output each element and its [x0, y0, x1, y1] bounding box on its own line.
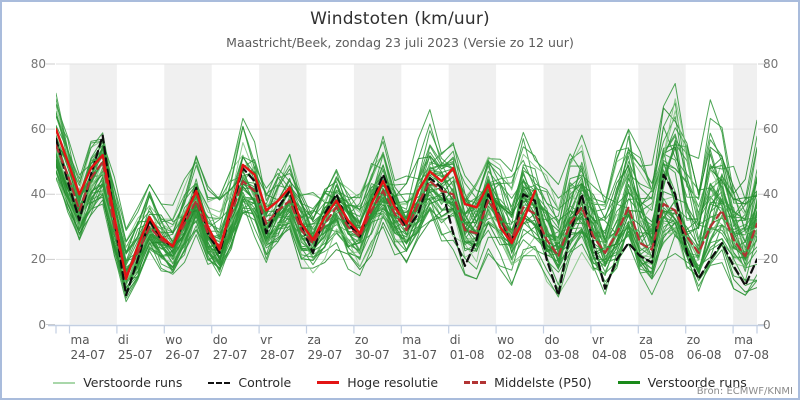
x-day-label: do 03-08 — [545, 333, 580, 363]
y-tick-label-right: 20 — [763, 252, 779, 267]
day-abbrev: zo — [686, 333, 701, 347]
day-abbrev: ma — [402, 333, 422, 347]
series-line-hoge-resolutie — [56, 127, 537, 281]
x-day-label: ma 24-07 — [71, 333, 106, 363]
ensemble-member-line — [56, 98, 757, 265]
legend-line-swatch — [464, 381, 487, 384]
ensemble-member-line — [56, 110, 757, 287]
legend-label: Verstoorde runs — [647, 375, 747, 390]
x-day-label: ma 07-08 — [734, 333, 769, 363]
legend-item: Hoge resolutie — [317, 375, 438, 390]
day-abbrev: do — [212, 333, 228, 347]
ensemble-member-line — [56, 92, 757, 284]
legend-label: Verstoorde runs — [83, 375, 183, 390]
x-day-label: zo 06-08 — [687, 333, 722, 363]
day-abbrev: di — [449, 333, 461, 347]
day-date: 06-08 — [686, 348, 722, 362]
x-day-label: vr 04-08 — [592, 333, 627, 363]
x-day-label: wo 26-07 — [165, 333, 200, 363]
y-tick-label-left: 20 — [30, 252, 46, 267]
y-tick-label-left: 80 — [30, 57, 46, 71]
y-tick-label-left: 60 — [30, 122, 46, 137]
day-date: 31-07 — [402, 348, 438, 362]
legend-line-swatch — [617, 381, 640, 384]
y-tick-label-right: 80 — [763, 57, 779, 71]
day-abbrev: ma — [734, 333, 754, 347]
day-date: 27-07 — [212, 348, 248, 362]
day-abbrev: vr — [260, 333, 273, 347]
legend: Verstoorde runs Controle Hoge resolutie Mid… — [2, 375, 798, 390]
x-day-label: do 27-07 — [213, 333, 248, 363]
ensemble-member-line — [56, 123, 757, 283]
day-abbrev: wo — [165, 333, 183, 347]
ensemble-member-line — [56, 104, 757, 259]
ensemble-member-line — [56, 155, 757, 270]
day-date: 24-07 — [70, 348, 106, 362]
y-tick-label-right: 0 — [763, 317, 771, 332]
day-date: 01-08 — [449, 348, 485, 362]
source-credit: Bron: ECMWF/KNMI — [696, 386, 793, 397]
x-day-label: wo 02-08 — [497, 333, 532, 363]
legend-label: Hoge resolutie — [347, 375, 439, 390]
ensemble-member-line — [56, 103, 757, 272]
y-tick-label-right: 60 — [763, 122, 779, 137]
y-tick-label-right: 40 — [763, 187, 779, 202]
day-date: 26-07 — [165, 348, 201, 362]
legend-label: Controle — [238, 375, 292, 390]
day-abbrev: wo — [497, 333, 515, 347]
ensemble-member-line — [56, 130, 757, 296]
day-date: 02-08 — [497, 348, 532, 362]
day-date: 03-08 — [544, 348, 580, 362]
x-day-label: ma 31-07 — [402, 333, 437, 363]
x-day-label: vr 28-07 — [260, 333, 295, 363]
legend-line-swatch — [53, 381, 76, 384]
legend-item: Middelste (P50) — [464, 375, 592, 390]
x-day-label: za 05-08 — [639, 333, 674, 363]
day-abbrev: ma — [70, 333, 90, 347]
day-date: 05-08 — [639, 348, 675, 362]
legend-item: Verstoorde runs — [617, 375, 747, 390]
y-tick-label-left: 0 — [38, 317, 46, 332]
legend-item: Controle — [208, 375, 291, 390]
day-date: 29-07 — [307, 348, 343, 362]
y-tick-label-left: 40 — [30, 187, 46, 202]
x-day-label: di 01-08 — [450, 333, 485, 363]
day-abbrev: do — [544, 333, 560, 347]
legend-label: Middelste (P50) — [494, 375, 592, 390]
legend-line-swatch — [317, 381, 340, 384]
day-date: 04-08 — [591, 348, 627, 362]
day-date: 25-07 — [117, 348, 153, 362]
day-abbrev: vr — [591, 333, 604, 347]
legend-item: Verstoorde runs — [53, 375, 182, 390]
day-date: 30-07 — [354, 348, 390, 362]
day-abbrev: zo — [354, 333, 369, 347]
legend-line-swatch — [208, 381, 231, 384]
chart-subtitle: Maastricht/Beek, zondag 23 juli 2023 (Ve… — [226, 35, 574, 50]
x-day-label: zo 30-07 — [355, 333, 390, 363]
chart-title: Windstoten (km/uur) — [310, 9, 490, 29]
day-abbrev: za — [307, 333, 322, 347]
ensemble-member-line — [56, 141, 757, 281]
day-abbrev: di — [117, 333, 129, 347]
day-abbrev: za — [639, 333, 653, 347]
day-date: 28-07 — [260, 348, 295, 362]
x-day-label: za 29-07 — [308, 333, 343, 363]
day-date: 07-08 — [734, 348, 769, 362]
x-day-label: di 25-07 — [118, 333, 153, 363]
ensemble-member-line — [56, 146, 757, 289]
